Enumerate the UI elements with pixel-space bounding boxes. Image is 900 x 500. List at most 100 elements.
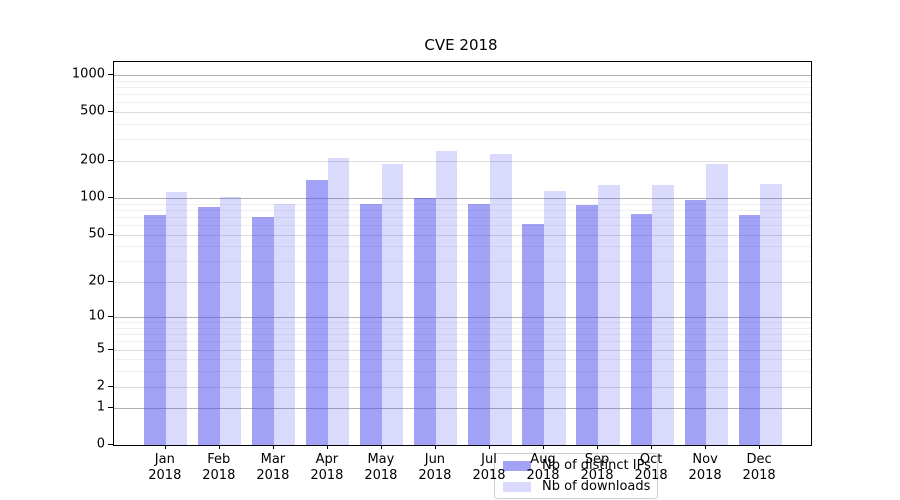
gridline-minor [114,261,811,263]
x-axis-tick [543,445,544,449]
gridline-minor [114,86,811,88]
gridline-major [114,317,811,318]
gridline-minor [114,359,811,361]
y-axis-tick [108,197,113,198]
gridline-mid [114,386,811,388]
bar-downloads-apr [327,158,350,445]
bar-distinct-ips-sep [576,205,598,445]
gridline-minor [114,327,811,329]
bar-downloads-jun [435,150,458,445]
y-axis-tick-label: 5 [96,341,105,356]
y-axis-tick-label: 500 [80,103,105,119]
y-axis-tick-label: 20 [88,273,105,289]
gridline-major [114,75,811,76]
x-axis-tick [759,445,761,449]
y-axis-tick-label: 10 [88,308,105,324]
legend-row-distinct-ips: Nb of distinct IPs [495,457,657,474]
x-axis-tick [489,445,490,449]
bar-downloads-may [381,164,404,445]
y-axis-tick-label: 200 [80,152,105,168]
bar-downloads-oct [652,184,674,445]
bar-downloads-nov [706,164,728,445]
gridline-minor [114,334,811,335]
x-axis-tick-label-may: May 2018 [364,452,398,483]
x-axis-tick-label-sep: Sep 2018 [580,452,614,483]
y-axis-tick [108,160,113,162]
gridline-minor [114,203,811,205]
gridline-minor [114,246,811,248]
bar-distinct-ips-jan [144,214,166,445]
bar-distinct-ips-aug [522,224,544,445]
bar-downloads-dec [760,184,782,445]
gridline-minor [114,225,811,227]
y-axis-tick [108,74,113,75]
gridline-mid [114,161,811,163]
x-axis-tick [272,445,274,449]
legend-label-downloads: Nb of downloads [542,479,651,494]
x-axis-tick-label-mar: Mar 2018 [256,452,290,483]
bar-distinct-ips-feb [198,206,220,445]
bar-downloads-sep [598,185,620,445]
y-axis-tick [108,316,113,317]
y-axis-tick [108,348,113,350]
bar-downloads-jan [165,191,188,445]
gridline-major [114,408,811,410]
gridline-minor [114,209,811,211]
gridline-minor [114,124,811,125]
gridline-minor [114,94,811,96]
gridline-mid [114,112,811,114]
x-axis-tick-label-feb: Feb 2018 [202,452,236,483]
gridline-mid [114,282,811,284]
chart-title: CVE 2018 [424,36,498,54]
y-axis-tick-label: 2 [96,378,105,394]
y-axis-tick [108,444,113,445]
y-axis-tick-label: 100 [80,189,105,205]
y-axis-tick-label: 50 [88,226,105,242]
bar-distinct-ips-nov [684,200,707,445]
y-axis-tick-label: 1 [96,399,105,415]
bar-downloads-mar [273,204,296,445]
grid-layer [114,62,811,445]
bar-distinct-ips-jul [468,203,490,445]
x-axis-tick-label-dec: Dec 2018 [742,452,776,483]
x-axis-tick [434,445,436,449]
bar-distinct-ips-mar [252,216,274,445]
x-axis-tick-label-jan: Jan 2018 [148,452,182,483]
x-axis-tick-label-jun: Jun 2018 [418,452,452,483]
gridline-mid [114,349,811,351]
y-axis-tick [108,385,113,387]
gridline-minor [114,216,811,218]
gridline-minor [114,341,811,343]
legend-label-distinct-ips: Nb of distinct IPs [542,458,651,473]
legend-row-downloads: Nb of downloads [495,478,657,495]
y-axis-tick [108,281,113,283]
gridline-minor [114,139,811,141]
y-axis-tick-label: 0 [96,436,105,452]
gridline-minor [114,80,811,82]
gridline-minor [114,102,811,104]
bar-downloads-aug [544,191,566,445]
gridline-mid [114,234,811,236]
bar-downloads-feb [219,197,242,445]
bar-layer [114,62,811,445]
x-axis-tick [651,445,653,449]
gridline-minor [114,322,811,324]
x-axis-tick-label-aug: Aug 2018 [526,452,560,483]
gridline-minor [114,371,811,373]
legend-swatch-downloads [503,481,531,492]
x-axis-tick-label-oct: Oct 2018 [634,452,668,483]
x-axis-tick-label-apr: Apr 2018 [310,452,344,483]
x-axis-tick-label-nov: Nov 2018 [688,452,722,483]
x-axis-tick [164,445,166,449]
x-axis-tick [597,445,598,449]
y-axis-tick [108,111,113,113]
y-axis-tick-label: 1000 [71,66,105,82]
bar-distinct-ips-may [360,204,382,445]
y-axis-tick [108,407,113,409]
x-axis-tick [218,445,220,449]
x-axis-tick [705,445,707,449]
x-axis-tick [326,445,328,449]
bar-distinct-ips-dec [738,214,761,445]
bar-distinct-ips-oct [630,214,653,445]
